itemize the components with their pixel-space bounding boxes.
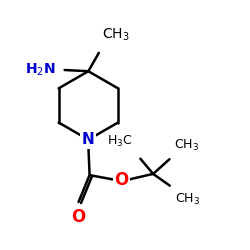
- Text: N: N: [82, 132, 95, 147]
- Text: O: O: [114, 171, 128, 189]
- Text: CH$_3$: CH$_3$: [175, 192, 200, 207]
- Text: CH$_3$: CH$_3$: [174, 138, 199, 153]
- Text: H$_2$N: H$_2$N: [25, 62, 55, 78]
- Text: H$_3$C: H$_3$C: [107, 134, 132, 150]
- Text: O: O: [72, 208, 86, 226]
- Text: CH$_3$: CH$_3$: [102, 27, 130, 43]
